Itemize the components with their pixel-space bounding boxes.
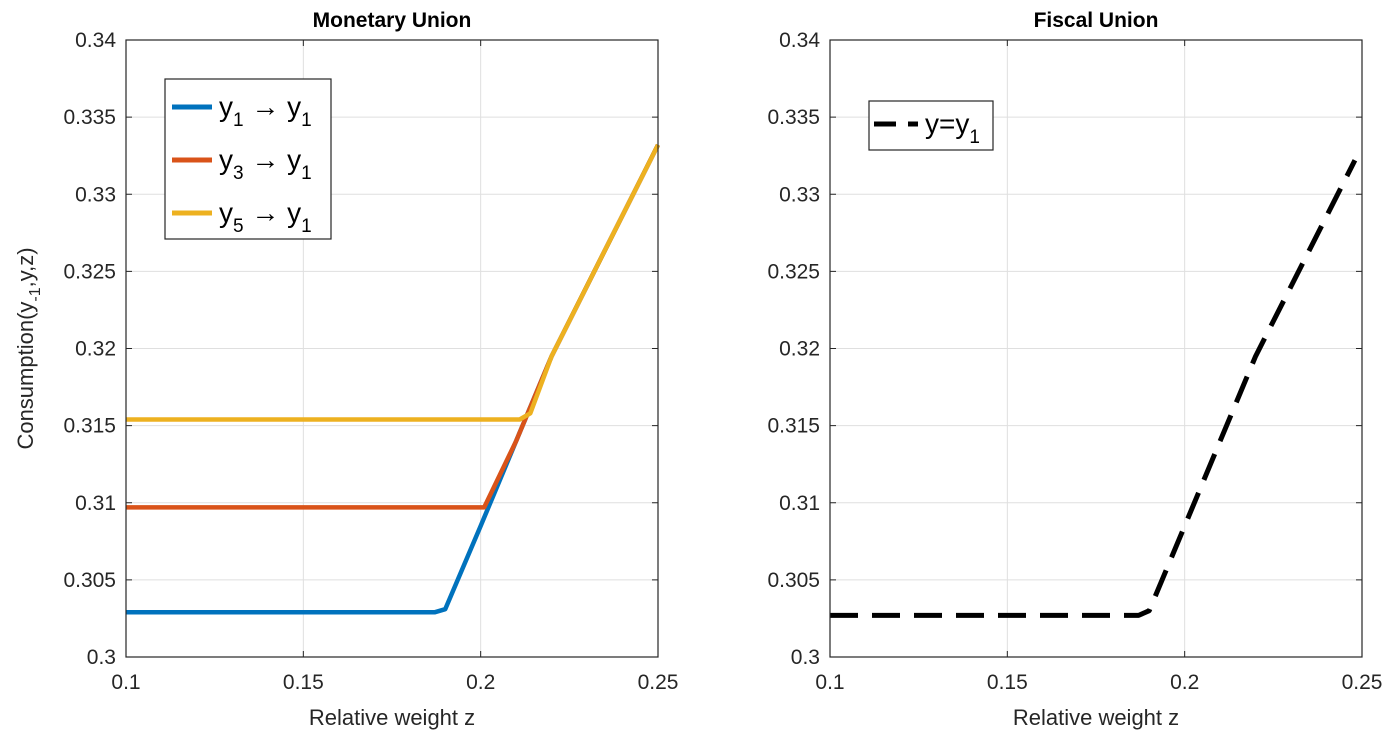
y-tick-label: 0.33 bbox=[75, 183, 116, 206]
y-tick-label: 0.315 bbox=[767, 415, 820, 438]
y-tick-label: 0.325 bbox=[767, 260, 820, 283]
y-tick-label: 0.32 bbox=[75, 338, 116, 361]
y-tick-label: 0.34 bbox=[75, 29, 116, 52]
x-tick-label: 0.15 bbox=[283, 671, 324, 694]
x-tick-label: 0.25 bbox=[1342, 671, 1383, 694]
y-tick-label: 0.335 bbox=[63, 106, 116, 129]
y-tick-label: 0.305 bbox=[63, 569, 116, 592]
legend-label: y=y1 bbox=[925, 108, 980, 148]
legend: y1 → y1 y3 → y1 y5 → y1 bbox=[164, 78, 332, 240]
y-tick-label: 0.315 bbox=[63, 415, 116, 438]
legend: y=y1 bbox=[868, 100, 994, 151]
legend-label: y5 → y1 bbox=[219, 197, 312, 237]
y-tick-label: 0.3 bbox=[791, 646, 820, 669]
x-axis-label: Relative weight z bbox=[309, 705, 475, 730]
x-axis-label: Relative weight z bbox=[1013, 705, 1179, 730]
y-tick-label: 0.31 bbox=[779, 492, 820, 515]
legend-label: y3 → y1 bbox=[219, 144, 312, 184]
y-tick-label: 0.325 bbox=[63, 260, 116, 283]
x-tick-label: 0.2 bbox=[1170, 671, 1199, 694]
chart-panel-2: 0.1 0.15 0.2 0.25 0.3 0.305 0.31 0.315 0.32 0.325… bbox=[767, 9, 1382, 730]
x-tick-label: 0.1 bbox=[111, 671, 140, 694]
y-tick-label: 0.32 bbox=[779, 338, 820, 361]
y-tick-label: 0.305 bbox=[767, 569, 820, 592]
y-tick-label: 0.33 bbox=[779, 183, 820, 206]
y-tick-label: 0.3 bbox=[87, 646, 116, 669]
y-tick-label: 0.34 bbox=[779, 29, 820, 52]
series-line-1 bbox=[830, 159, 1358, 618]
x-tick-label: 0.15 bbox=[987, 671, 1028, 694]
chart-panel-1: 0.1 0.15 0.2 0.25 0.3 0.305 0.31 0.315 0.32 0.325… bbox=[13, 9, 678, 730]
x-tick-label: 0.2 bbox=[466, 671, 495, 694]
chart-title: Fiscal Union bbox=[1034, 9, 1159, 32]
y-tick-label: 0.335 bbox=[767, 106, 820, 129]
y-axis-label: Consumption(y-1,y,z) bbox=[13, 247, 44, 449]
y-tick-label: 0.31 bbox=[75, 492, 116, 515]
x-tick-label: 0.1 bbox=[815, 671, 844, 694]
chart-title: Monetary Union bbox=[313, 9, 472, 32]
legend-label: y1 → y1 bbox=[219, 91, 312, 131]
x-tick-label: 0.25 bbox=[638, 671, 679, 694]
series-line-3 bbox=[126, 143, 661, 422]
